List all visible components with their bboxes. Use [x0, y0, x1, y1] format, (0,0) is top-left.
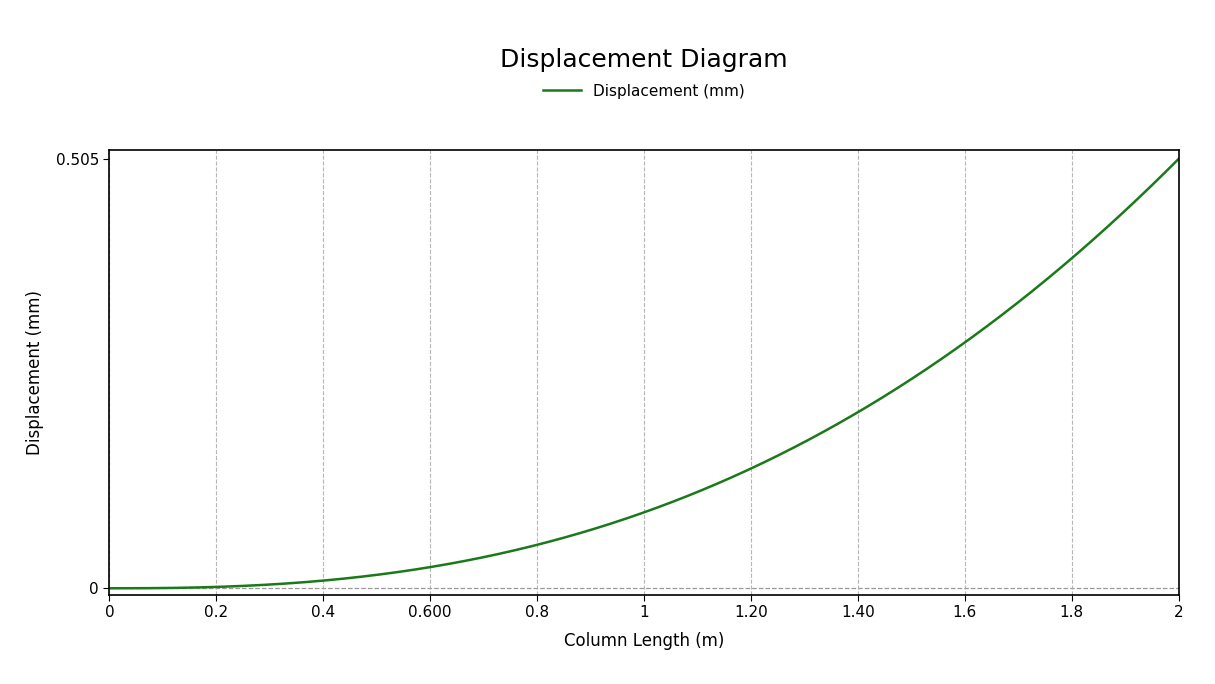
Displacement (mm)	[1140, 186, 1154, 194]
Title: Displacement Diagram: Displacement Diagram	[501, 48, 787, 72]
X-axis label: Column Length (m): Column Length (m)	[564, 631, 724, 650]
Displacement (mm)	[1140, 185, 1154, 194]
Displacement (mm)	[102, 584, 117, 592]
Line: Displacement (mm): Displacement (mm)	[109, 159, 1179, 588]
Displacement (mm)	[1171, 155, 1186, 163]
Legend: Displacement (mm): Displacement (mm)	[537, 78, 751, 105]
Displacement (mm)	[157, 584, 171, 592]
Y-axis label: Displacement (mm): Displacement (mm)	[27, 290, 45, 456]
Displacement (mm)	[622, 514, 637, 522]
Displacement (mm)	[594, 523, 609, 531]
Displacement (mm)	[944, 348, 959, 356]
